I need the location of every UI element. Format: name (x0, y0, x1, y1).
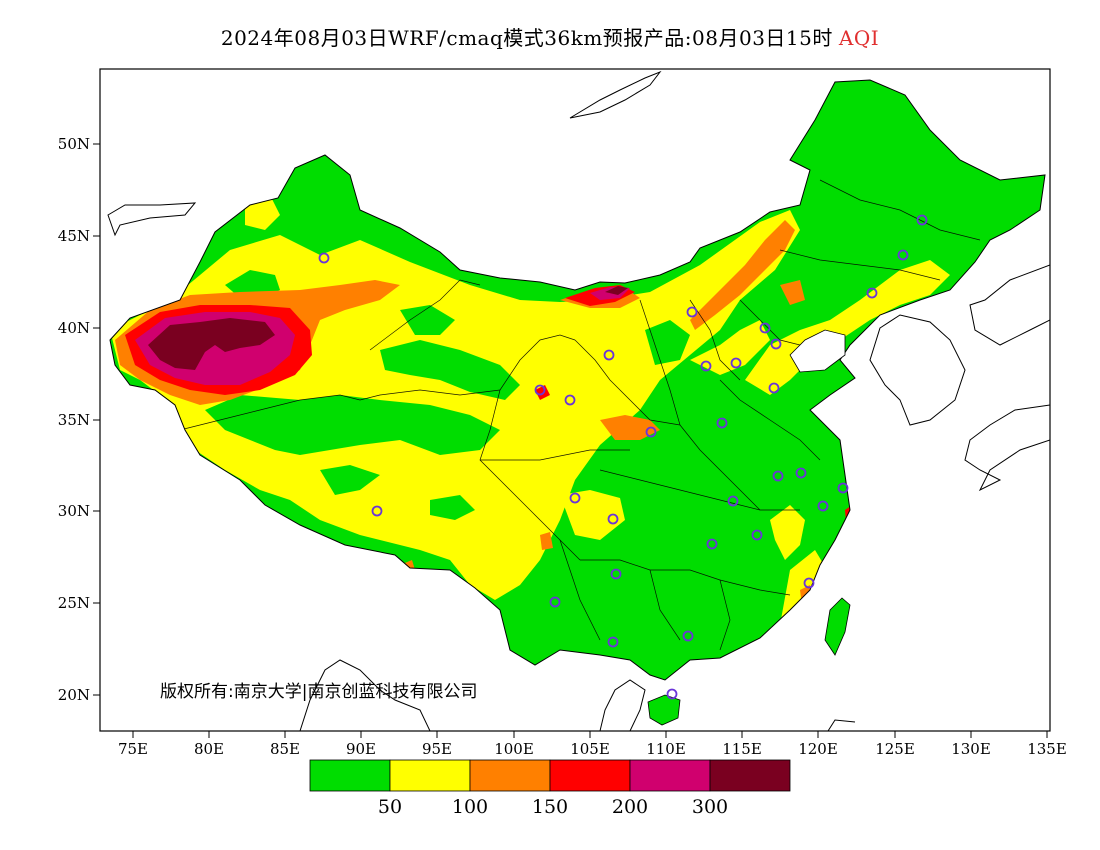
aqi-band-green (205, 270, 690, 520)
y-tick-label: 40N (58, 319, 90, 337)
x-tick-label: 105E (570, 740, 610, 758)
legend-swatch (389, 759, 471, 792)
legend-label: 50 (378, 796, 402, 818)
legend-label: 150 (532, 796, 568, 818)
x-tick-label: 75E (118, 740, 148, 758)
x-tick-label: 125E (875, 740, 915, 758)
city-marker (607, 513, 619, 525)
city-marker (706, 538, 718, 550)
city-marker (603, 349, 615, 361)
hainan-island (647, 694, 681, 726)
city-marker (772, 470, 784, 482)
legend-swatch (469, 759, 551, 792)
city-marker (700, 360, 712, 372)
city-marker (916, 214, 928, 226)
axis-ticks (93, 143, 1048, 738)
china-border (109, 79, 1046, 681)
city-marker (751, 529, 763, 541)
map-title: 2024年08月03日WRF/cmaq模式36km预报产品:08月03日15时 A… (0, 22, 1100, 51)
city-marker (897, 249, 909, 261)
city-marker (866, 287, 878, 299)
x-tick-label: 85E (270, 740, 300, 758)
copyright-text: 版权所有:南京大学|南京创蓝科技有限公司 (160, 682, 477, 702)
legend-label: 200 (612, 796, 648, 818)
city-marker (645, 426, 657, 438)
bohai-sea (789, 329, 846, 373)
city-marker (716, 417, 728, 429)
city-marker (371, 505, 383, 517)
x-tick-label: 120E (798, 740, 838, 758)
x-tick-label: 100E (494, 740, 534, 758)
city-marker (770, 338, 782, 350)
legend-label: 100 (452, 796, 488, 818)
city-marker (803, 577, 815, 589)
city-marker (549, 596, 561, 608)
x-tick-label: 135E (1027, 740, 1067, 758)
y-tick-label: 25N (58, 594, 90, 612)
city-marker (730, 357, 742, 369)
y-tick-label: 50N (58, 135, 90, 153)
taiwan-island (824, 597, 851, 656)
y-tick-label: 35N (58, 411, 90, 429)
y-tick-label: 30N (58, 502, 90, 520)
city-marker (534, 384, 546, 396)
city-marker (759, 322, 771, 334)
title-variable: AQI (838, 26, 880, 50)
aqi-band-maroon (148, 286, 628, 370)
x-tick-label: 115E (722, 740, 762, 758)
x-tick-label: 90E (346, 740, 376, 758)
y-tick-label: 20N (58, 686, 90, 704)
city-marker (837, 482, 849, 494)
city-marker (610, 568, 622, 580)
y-tick-label: 45N (58, 227, 90, 245)
y-axis-labels: 20N 25N 30N 35N 40N 45N 50N (58, 135, 90, 704)
city-marker (727, 495, 739, 507)
city-marker (569, 492, 581, 504)
city-marker (795, 467, 807, 479)
coastlines (107, 70, 1050, 731)
legend-label: 300 (692, 796, 728, 818)
city-marker (564, 394, 576, 406)
x-tick-label: 130E (951, 740, 991, 758)
x-tick-label: 80E (194, 740, 224, 758)
title-main: 2024年08月03日WRF/cmaq模式36km预报产品:08月03日15时 (220, 26, 833, 50)
legend-swatch (309, 759, 391, 792)
city-markers (318, 214, 928, 700)
aqi-legend: 50 100 150 200 300 (309, 759, 791, 818)
province-boundaries (179, 179, 981, 651)
city-marker (817, 500, 829, 512)
city-marker (686, 306, 698, 318)
city-marker (682, 630, 694, 642)
city-marker (768, 382, 780, 394)
legend-swatch (629, 759, 711, 792)
city-marker (666, 688, 678, 700)
city-marker (318, 252, 330, 264)
x-axis-labels: 75E 80E 85E 90E 95E 100E 105E 110E 115E … (118, 740, 1067, 758)
legend-swatch (709, 759, 791, 792)
x-tick-label: 95E (422, 740, 452, 758)
city-marker (607, 636, 619, 648)
x-tick-label: 110E (646, 740, 686, 758)
legend-swatch (549, 759, 631, 792)
